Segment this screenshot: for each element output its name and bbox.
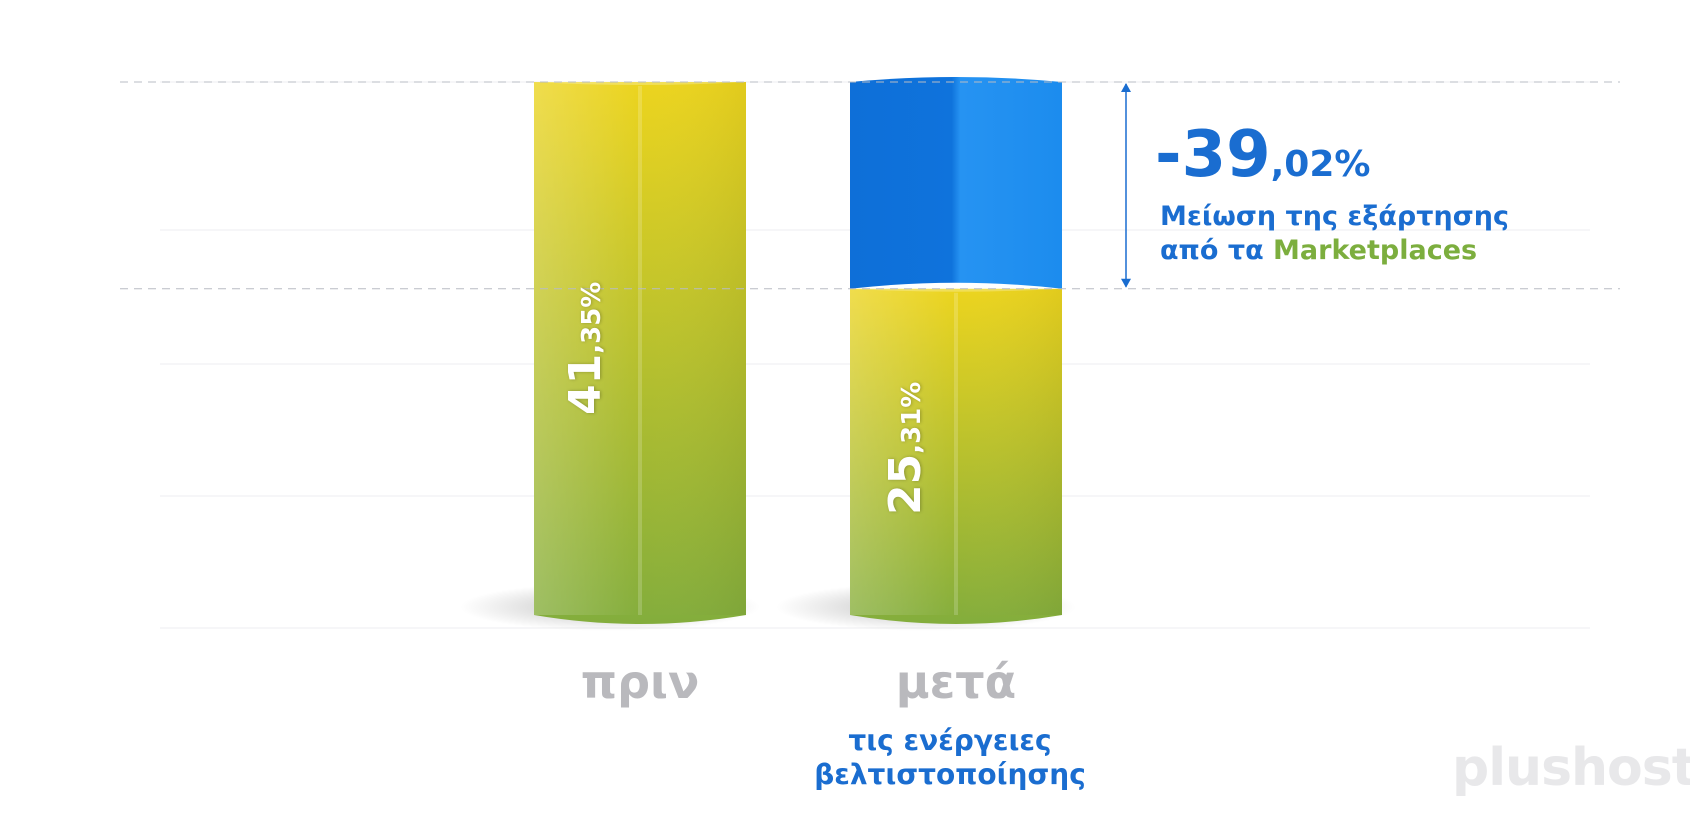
bar-edge	[954, 292, 958, 615]
subtitle-line-1: τις ενέργειες	[848, 724, 1052, 757]
category-label-after: μετά	[895, 655, 1017, 709]
bars	[534, 77, 1062, 624]
reduction-description: Μείωση της εξάρτησης από τα Marketplaces	[1160, 200, 1509, 268]
marketplaces-highlight: Marketplaces	[1273, 235, 1478, 266]
bar-top-face	[850, 283, 1062, 292]
reduction-line-1: Μείωση της εξάρτησης	[1160, 201, 1509, 232]
subtitle-line-2: βελτιστοποίησης	[814, 758, 1086, 791]
reduction-annotation	[120, 81, 1620, 290]
category-label-before: πριν	[580, 655, 700, 709]
bar-value-label-after: 25,31%	[880, 381, 931, 515]
reduction-value: -39,02%	[1155, 118, 1371, 192]
category-subtitle-after: τις ενέργειες βελτιστοποίησης	[800, 724, 1100, 792]
bar-reduction-segment	[850, 77, 1062, 289]
bar-value-label-before: 41,35%	[560, 281, 611, 415]
bar-top-face	[534, 77, 746, 85]
bar-highlight	[850, 288, 1062, 615]
bar-highlight	[534, 82, 746, 615]
bar-edge	[638, 86, 642, 615]
plushost-logo: plushost	[1452, 738, 1690, 798]
arrow-head-up	[1121, 83, 1131, 92]
reduction-line-2: από τα Marketplaces	[1160, 235, 1478, 266]
arrow-head-down	[1121, 278, 1131, 288]
